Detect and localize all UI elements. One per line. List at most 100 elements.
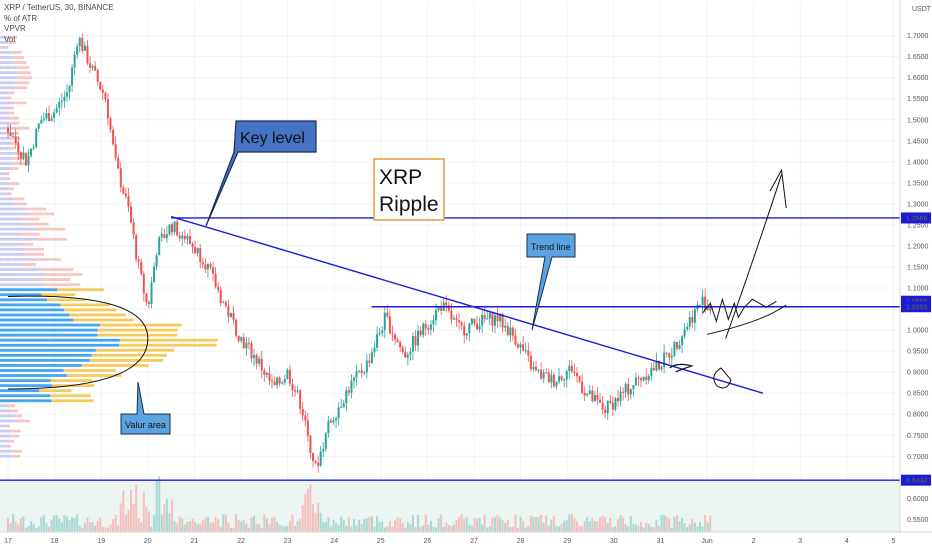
volume-bar	[493, 517, 496, 532]
candle-body	[652, 367, 655, 371]
volume-bar	[178, 516, 181, 532]
vp-bar-down	[7, 106, 14, 110]
candle-body	[268, 372, 271, 381]
price-tick-label: 0.6000	[907, 496, 929, 503]
price-level-tag-text: 0.6432	[906, 478, 928, 485]
candle-body	[265, 372, 268, 375]
vp-bar-down	[41, 293, 76, 297]
volume-bar	[568, 514, 571, 532]
volume-bar	[311, 504, 314, 532]
volume-bar	[109, 524, 112, 532]
candle-body	[63, 96, 66, 102]
vp-bar-down	[45, 273, 83, 276]
volume-bar	[242, 520, 245, 532]
volume-bar	[199, 523, 202, 532]
volume-bar	[422, 525, 425, 532]
volume-bar	[235, 514, 238, 532]
volume-bar	[670, 527, 673, 532]
projection-scribble	[701, 297, 777, 323]
volume-bar	[509, 527, 512, 532]
volume-bar	[578, 525, 581, 532]
candle-body	[647, 375, 650, 381]
indicator-atr[interactable]: % of ATR	[4, 13, 38, 23]
candle-body	[94, 65, 97, 71]
volume-bar	[655, 520, 658, 532]
candle-body	[42, 118, 45, 120]
vp-bar-up	[0, 444, 6, 448]
volume-bar	[463, 518, 466, 532]
candle-body	[432, 320, 435, 325]
volume-bar	[499, 517, 502, 532]
vp-bar-down	[12, 51, 22, 54]
price-axis: USDT 1.7000 1.6500 1.6000 1.5500 1.5000 1.4500…	[899, 0, 932, 550]
vp-bar-down	[17, 152, 32, 155]
price-tick-label: 0.9000	[907, 370, 929, 377]
volume-bar	[130, 489, 133, 532]
vp-bar-up	[0, 323, 101, 327]
vp-bar-down	[10, 409, 19, 413]
volume-bar	[294, 525, 297, 532]
volume-bar	[558, 526, 561, 532]
volume-bar	[440, 514, 443, 532]
volume-bar	[258, 524, 261, 532]
volume-bar	[624, 524, 627, 532]
volume-bar	[435, 527, 438, 532]
candle-body	[353, 377, 356, 381]
candle-body	[314, 460, 317, 463]
volume-bar	[496, 515, 499, 532]
volume-bar	[668, 518, 671, 532]
trend-line-callout-text: Trend line	[531, 242, 571, 252]
candle-body	[401, 347, 404, 352]
volume-bar	[332, 519, 335, 532]
candle-body	[32, 147, 35, 149]
vp-bar-up	[0, 439, 8, 443]
indicator-vol[interactable]: Vol	[4, 34, 16, 44]
vp-bar-down	[26, 222, 49, 226]
candle-body	[614, 398, 617, 410]
vp-bar-down	[39, 389, 72, 393]
volume-bar	[386, 526, 389, 532]
volume-bar	[276, 521, 279, 532]
vp-bar-down	[14, 202, 27, 206]
vp-bar-up	[0, 449, 13, 453]
candle-body	[411, 336, 414, 352]
price-tick-label: 0.7000	[907, 454, 929, 461]
candle-body	[132, 222, 135, 235]
volume-bar	[404, 527, 407, 532]
volume-bar	[429, 520, 432, 532]
candle-body	[619, 391, 622, 402]
volume-bar	[583, 521, 586, 532]
volume-bar	[265, 518, 268, 532]
time-tick-label: 4	[845, 538, 849, 545]
candle-body	[140, 261, 143, 274]
symbol-title[interactable]: XRP / TetherUS, 30, BINANCE	[4, 3, 114, 12]
vp-bar-down	[12, 414, 23, 418]
candle-body	[109, 118, 112, 130]
indicator-vpvr[interactable]: VPVR	[4, 24, 26, 33]
candle-body	[440, 307, 443, 311]
volume-bar	[327, 517, 330, 532]
volume-bar	[83, 522, 86, 532]
volume-bar	[570, 514, 573, 532]
volume-bar	[642, 527, 645, 532]
volume-bar	[704, 514, 707, 532]
candle-body	[168, 224, 171, 235]
vp-bar-down	[16, 419, 30, 423]
vp-bar-up	[0, 273, 46, 276]
candle-body	[145, 293, 148, 303]
candle-body	[214, 273, 217, 288]
vp-bar-up	[0, 333, 98, 337]
volume-bar	[37, 526, 40, 532]
time-tick-label: 3	[798, 538, 802, 545]
candle-body	[588, 390, 591, 395]
candle-body	[55, 107, 58, 113]
candle-body	[545, 372, 548, 374]
time-tick-label: 5	[891, 538, 895, 545]
candle-body	[534, 366, 537, 371]
volume-bar	[660, 514, 663, 532]
volume-bar	[63, 515, 66, 532]
volume-bar	[532, 517, 535, 532]
candle-body	[563, 379, 566, 381]
candle-body	[222, 302, 225, 304]
